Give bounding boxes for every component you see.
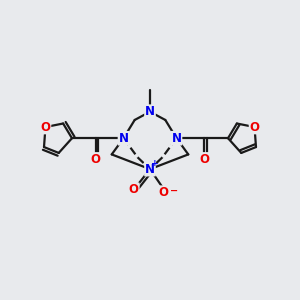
Text: N: N — [145, 105, 155, 118]
Text: N: N — [118, 132, 128, 145]
Text: O: O — [200, 153, 209, 166]
Text: O: O — [91, 153, 100, 166]
Text: N: N — [145, 163, 155, 176]
Text: O: O — [158, 186, 168, 199]
Text: O: O — [129, 183, 139, 196]
Text: O: O — [250, 121, 260, 134]
Text: −: − — [170, 186, 178, 196]
Text: +: + — [151, 159, 159, 168]
Text: O: O — [40, 121, 50, 134]
Text: N: N — [172, 132, 182, 145]
